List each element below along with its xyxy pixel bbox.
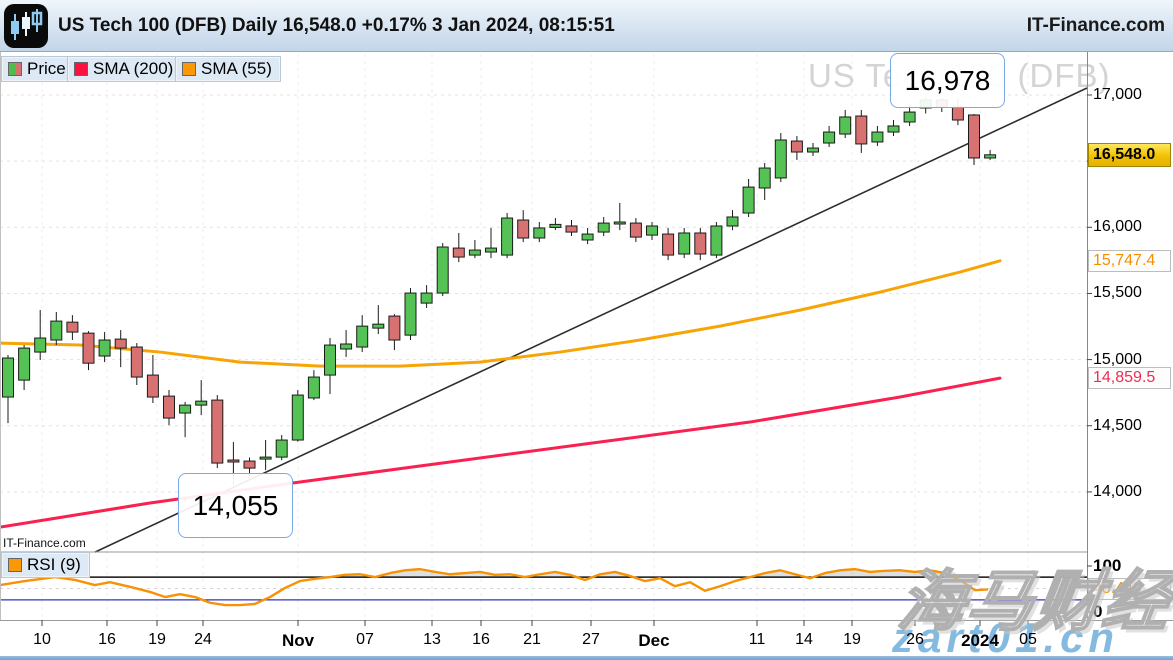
rsi-value-badge: 48.449 <box>1088 578 1171 601</box>
x-axis-label: 13 <box>423 631 441 648</box>
site-watermark: zart01.cn <box>892 614 1120 660</box>
legend-price-label: Price <box>27 59 66 78</box>
x-axis-label: 07 <box>356 631 374 648</box>
last-price-badge: 16,548.0 <box>1088 142 1171 167</box>
low-annotation-box[interactable]: 14,055 <box>178 473 293 538</box>
itfinance-small-label: IT-Finance.com <box>3 536 86 550</box>
price-swatch-icon <box>8 62 22 76</box>
rsi-scale-label: 0 <box>1093 602 1103 621</box>
y-axis-label: 15,500 <box>1093 284 1142 302</box>
instrument-title: US Tech 100 (DFB) Daily 16,548.0 +0.17% … <box>58 15 615 36</box>
x-axis-label: 16 <box>98 631 116 648</box>
legend-sma55-toggle[interactable]: SMA (55) <box>175 56 281 82</box>
y-axis-label: 15,000 <box>1093 350 1142 368</box>
x-axis-label: 2024 <box>961 631 999 650</box>
legend-sma55-label: SMA (55) <box>201 59 272 78</box>
sma200-value-badge: 14,859.5 <box>1088 367 1171 390</box>
window-bottom-edge <box>0 656 1173 660</box>
x-axis-label: 24 <box>194 631 212 648</box>
x-axis-label: 16 <box>472 631 490 648</box>
sma55-swatch-icon <box>182 62 196 76</box>
y-axis-label: 17,000 <box>1093 86 1142 103</box>
rsi-swatch-icon <box>8 558 22 572</box>
x-axis-label: 10 <box>33 631 51 648</box>
x-axis-label: 21 <box>523 631 541 648</box>
legend-sma200-toggle[interactable]: SMA (200) <box>66 56 183 82</box>
cn-watermark: 海马财经 <box>893 563 1173 639</box>
legend-sma200-label: SMA (200) <box>93 59 174 78</box>
rsi-scale-label: 100 <box>1093 556 1122 575</box>
brand-link[interactable]: IT-Finance.com <box>1026 15 1165 36</box>
legend-rsi-toggle[interactable]: RSI (9) <box>1 552 90 578</box>
x-axis-label: 11 <box>748 631 766 648</box>
legend-rsi-label: RSI (9) <box>27 555 81 574</box>
high-annotation-box[interactable]: 16,978 <box>890 53 1005 108</box>
header-bar: US Tech 100 (DFB) Daily 16,548.0 +0.17% … <box>0 0 1173 52</box>
sma200-swatch-icon <box>74 62 88 76</box>
x-axis-label: 27 <box>582 631 600 648</box>
x-axis-label: 14 <box>795 631 813 648</box>
x-axis-label: 05 <box>1019 631 1037 648</box>
y-axis-label: 14,000 <box>1093 482 1142 500</box>
y-axis-label: 14,500 <box>1093 416 1142 434</box>
app-logo-icon[interactable] <box>4 4 48 48</box>
legend-price-toggle[interactable]: Price <box>1 56 75 82</box>
x-axis-label: 19 <box>843 631 861 648</box>
x-axis-label: Nov <box>281 631 315 650</box>
x-axis-label: 26 <box>906 631 924 648</box>
y-axis-label: 16,000 <box>1093 218 1142 236</box>
sma55-value-badge: 15,747.4 <box>1088 249 1171 272</box>
x-axis-label: 19 <box>148 631 166 648</box>
x-axis-label: Dec <box>638 631 670 650</box>
